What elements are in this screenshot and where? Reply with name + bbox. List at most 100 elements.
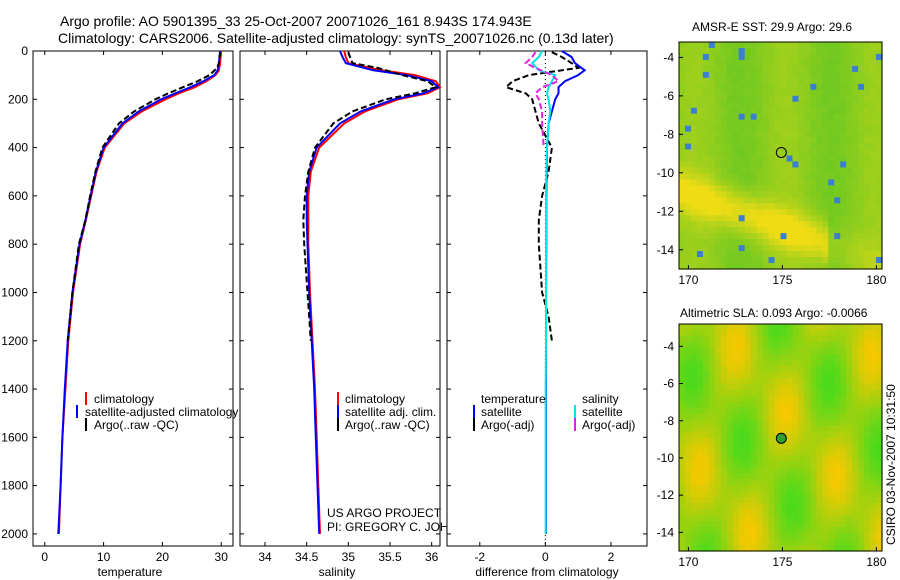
map-cell <box>846 533 853 540</box>
map-cell <box>744 203 752 210</box>
map-cell <box>762 509 770 516</box>
map-cell <box>786 509 794 516</box>
map-cell <box>690 59 698 67</box>
map-cell <box>679 155 686 163</box>
map-cell <box>714 371 722 379</box>
map-cell <box>750 329 758 337</box>
map-cell <box>816 77 823 85</box>
map-cell <box>810 101 817 109</box>
map-cell <box>774 503 782 510</box>
map-cell <box>864 119 871 127</box>
map-cell <box>876 95 883 103</box>
map-cell <box>774 359 782 367</box>
map-cell <box>708 42 716 49</box>
legend-argo-label: Argo(..raw -QC) <box>345 418 430 432</box>
map-cell <box>864 503 871 510</box>
map-cell <box>858 239 865 246</box>
map-cell <box>732 167 740 175</box>
y-tick-label: 1800 <box>1 479 28 493</box>
map-cell <box>690 239 698 246</box>
map-cell <box>696 71 704 79</box>
map-cell <box>679 257 686 264</box>
x-tick-label: 30 <box>215 550 229 564</box>
map-cell <box>750 59 758 67</box>
map-cell <box>870 407 877 415</box>
map-cell <box>816 539 823 546</box>
map-cell <box>756 461 764 468</box>
map-cell <box>870 101 877 109</box>
map-cell <box>792 425 800 433</box>
map-cell <box>780 509 788 516</box>
map-cell <box>828 545 835 552</box>
temperature-axes-frame <box>32 50 234 547</box>
map-cell <box>798 509 805 516</box>
map-cell <box>816 209 823 216</box>
map-cell <box>726 191 734 198</box>
map-cell <box>679 143 686 151</box>
map-cell <box>738 413 746 421</box>
map-cell <box>864 245 871 252</box>
map-cell <box>822 335 829 343</box>
map-cell <box>840 443 847 451</box>
map-cell <box>864 125 871 133</box>
map-cell <box>756 239 764 246</box>
map-cell <box>768 359 776 367</box>
map-cell <box>774 485 782 492</box>
map-cell <box>810 329 817 337</box>
map-cell <box>726 341 734 349</box>
map-cell <box>816 371 823 379</box>
map-cell <box>768 47 776 55</box>
map-cell <box>798 83 805 91</box>
map-cell <box>756 413 764 421</box>
map-cell <box>804 383 811 391</box>
map-cell <box>684 101 692 109</box>
map-cell <box>756 383 764 391</box>
map-cell <box>714 545 722 552</box>
map-cell <box>768 401 776 409</box>
map-cell <box>768 467 776 474</box>
map-cell <box>798 137 805 145</box>
map-cell <box>744 365 752 373</box>
map-cell <box>720 83 728 91</box>
y-tick-label: 1400 <box>1 382 28 396</box>
map-cell <box>786 527 794 534</box>
map-cell <box>750 221 758 228</box>
map-cell <box>732 419 740 427</box>
y-tick-label: 400 <box>8 141 28 155</box>
map-cell <box>846 42 853 49</box>
map-cell <box>750 419 758 427</box>
map-cell <box>744 455 752 462</box>
map-cell <box>816 503 823 510</box>
map-cell <box>750 53 758 61</box>
map-cell <box>756 527 764 534</box>
map-cell <box>834 365 841 373</box>
map-cell <box>702 545 710 552</box>
map-cell <box>744 324 752 331</box>
map-cell <box>738 455 746 462</box>
map-cell <box>828 233 835 240</box>
map-cell <box>864 353 871 361</box>
map-cell <box>834 71 841 79</box>
map-cell <box>846 395 853 403</box>
map-cell <box>864 329 871 337</box>
map-cell <box>876 65 883 73</box>
map-cell <box>738 473 746 480</box>
map-cell <box>762 161 770 169</box>
map-cell <box>708 341 716 349</box>
map-cell <box>714 527 722 534</box>
map-cell <box>768 503 776 510</box>
map-cell <box>774 425 782 433</box>
map-cell <box>714 197 722 204</box>
map-cell <box>834 449 841 457</box>
map-cell <box>810 179 817 186</box>
map-cell <box>864 215 871 222</box>
map-cell <box>720 377 728 385</box>
map-cell <box>732 239 740 246</box>
map-cell <box>679 461 686 468</box>
map-cell <box>870 209 877 216</box>
map-cell <box>690 191 698 198</box>
map-cell <box>840 509 847 516</box>
map-cell <box>792 437 800 445</box>
map-cell <box>762 215 770 222</box>
map-cell <box>702 359 710 367</box>
